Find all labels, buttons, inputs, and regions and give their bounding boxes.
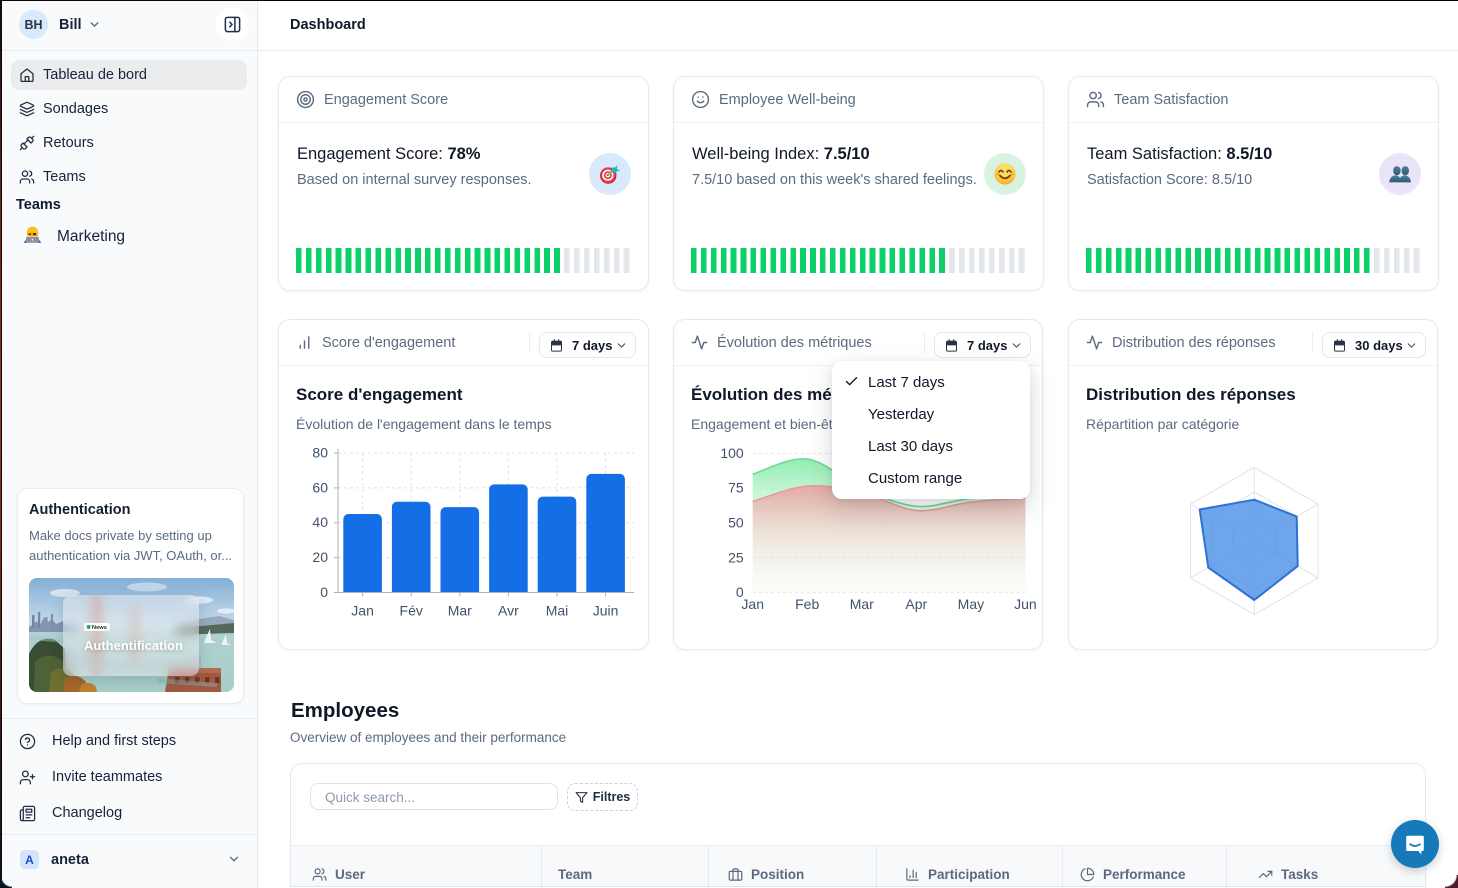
svg-text:20: 20 [312, 549, 328, 565]
svg-text:80: 80 [312, 445, 328, 461]
svg-text:Jun: Jun [1014, 596, 1037, 612]
svg-text:50: 50 [728, 515, 744, 531]
svg-text:0: 0 [320, 584, 328, 600]
svg-text:Avr: Avr [498, 603, 519, 619]
svg-text:Jan: Jan [351, 603, 374, 619]
svg-text:Feb: Feb [795, 596, 819, 612]
svg-text:Mar: Mar [850, 596, 874, 612]
svg-text:Jan: Jan [741, 596, 764, 612]
svg-text:Juin: Juin [593, 603, 619, 619]
svg-text:40: 40 [312, 514, 328, 530]
svg-text:Mai: Mai [546, 603, 569, 619]
svg-text:75: 75 [728, 480, 744, 496]
svg-text:25: 25 [728, 549, 744, 565]
svg-text:100: 100 [720, 445, 744, 461]
svg-text:0: 0 [736, 584, 744, 600]
svg-text:60: 60 [312, 479, 328, 495]
svg-text:Fév: Fév [400, 603, 423, 619]
svg-text:Apr: Apr [905, 596, 927, 612]
svg-text:May: May [958, 596, 984, 612]
svg-text:Mar: Mar [448, 603, 472, 619]
